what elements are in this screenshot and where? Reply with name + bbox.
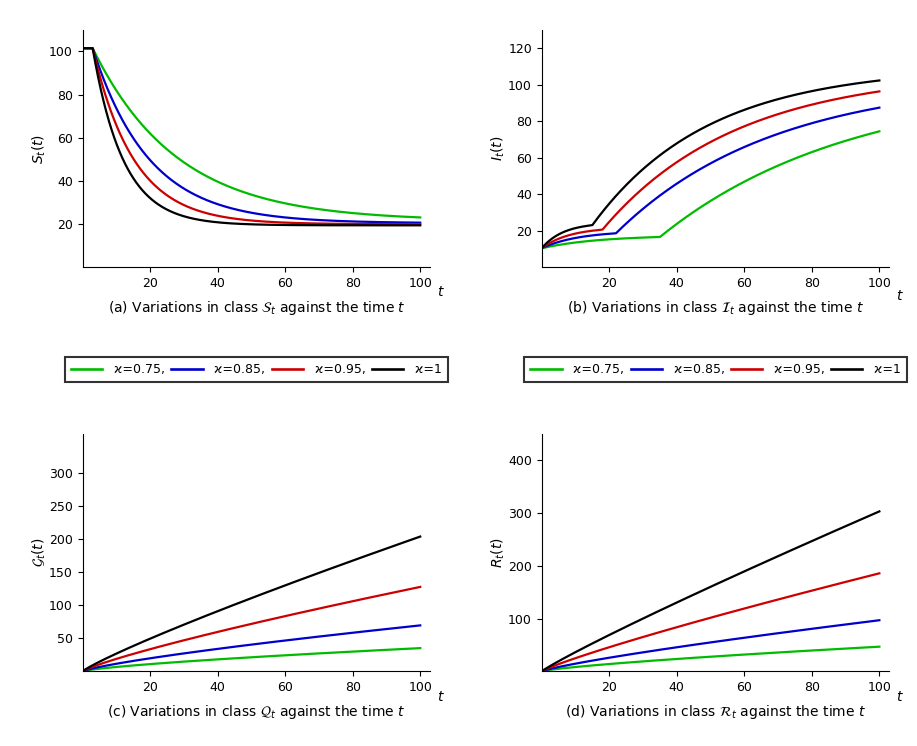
Legend:   ϰ=0.75,,   ϰ=0.85,,   ϰ=0.95,,   ϰ=1: ϰ=0.75,, ϰ=0.85,, ϰ=0.95,, ϰ=1	[525, 357, 907, 383]
Y-axis label: $S_t(t)$: $S_t(t)$	[30, 134, 48, 163]
Text: $t$: $t$	[436, 285, 445, 298]
Text: $t$: $t$	[896, 690, 903, 704]
Y-axis label: $I_t(t)$: $I_t(t)$	[490, 136, 507, 161]
Text: $t$: $t$	[896, 289, 903, 304]
Text: (b) Variations in class $\mathcal{I}_t$ against the time $t$: (b) Variations in class $\mathcal{I}_t$ …	[567, 299, 864, 317]
Text: (a) Variations in class $\mathcal{S}_t$ against the time $t$: (a) Variations in class $\mathcal{S}_t$ …	[107, 299, 405, 317]
Text: (c) Variations in class $\mathcal{Q}_t$ against the time $t$: (c) Variations in class $\mathcal{Q}_t$ …	[107, 703, 405, 721]
Y-axis label: $\mathcal{G}_t(t)$: $\mathcal{G}_t(t)$	[30, 538, 48, 567]
Text: (d) Variations in class $\mathcal{R}_t$ against the time $t$: (d) Variations in class $\mathcal{R}_t$ …	[565, 703, 867, 721]
Y-axis label: $R_t(t)$: $R_t(t)$	[490, 537, 507, 568]
Legend:   ϰ=0.75,,   ϰ=0.85,,   ϰ=0.95,,   ϰ=1: ϰ=0.75,, ϰ=0.85,, ϰ=0.95,, ϰ=1	[65, 357, 447, 383]
Text: $t$: $t$	[436, 690, 445, 704]
